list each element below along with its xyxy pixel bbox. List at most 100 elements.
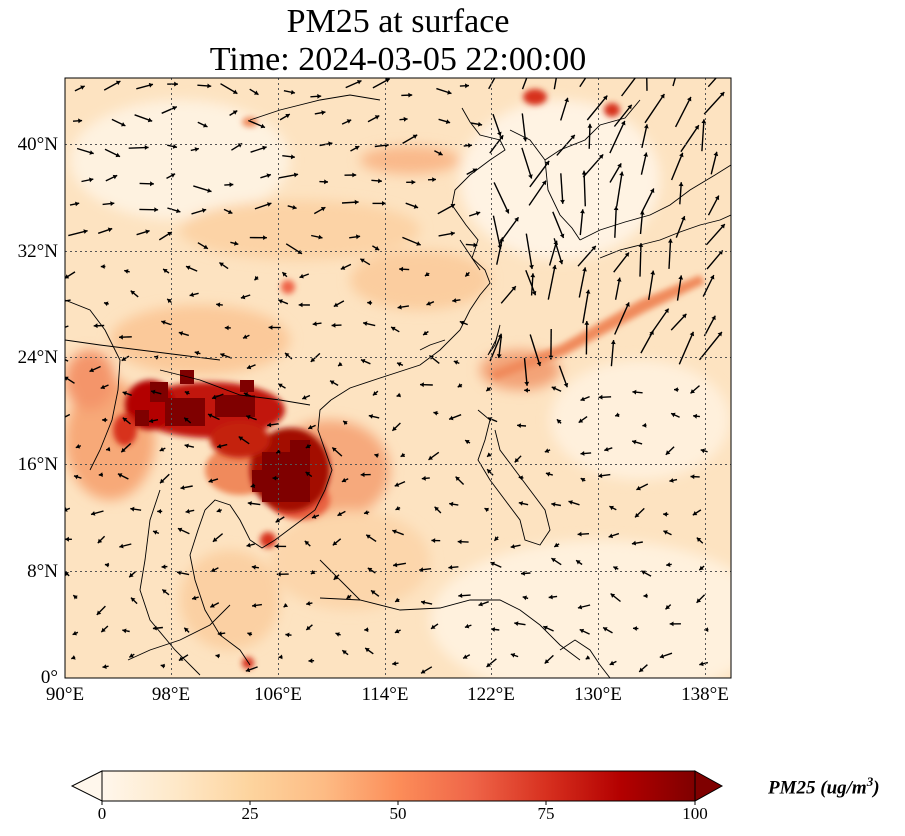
wind-arrow [613,104,633,127]
wind-arrowhead [189,292,194,297]
wind-arrowhead [699,565,704,571]
colorbar-min-extend [70,770,103,802]
wind-arrowhead [580,478,586,483]
wind-arrowhead [692,511,698,516]
wind-arrowhead [89,367,94,373]
wind-arrowhead [283,603,289,608]
wind-arrowhead [148,82,153,88]
wind-arrow [577,245,597,267]
wind-arrowhead [394,628,400,634]
wind-arrowhead [357,80,362,85]
wind-arrowhead [292,205,297,210]
wind-arrow [640,330,655,354]
wind-arrowhead [621,120,626,126]
wind-arrowhead [338,361,343,366]
wind-arrow [672,78,677,87]
wind-arrowhead [603,95,608,101]
wind-arrow [560,173,564,204]
wind-arrowhead [207,188,212,193]
wind-arrowhead [530,273,536,278]
wind-arrowhead [254,275,259,281]
wind-arrowhead [374,453,379,458]
wind-arrowhead [639,210,645,215]
wind-arrowhead [160,478,165,484]
wind-arrowhead [194,147,199,152]
wind-arrow [616,171,623,207]
wind-arrowhead [693,413,698,419]
wind-arrowhead [518,475,523,481]
wind-arrowhead [665,450,671,455]
wind-arrowhead [245,667,251,673]
wind-arrowhead [638,243,644,247]
wind-arrowhead [486,662,491,667]
wind-arrowhead [80,85,85,90]
lat-tick-label: 8°N [27,561,58,582]
wind-arrowhead [305,443,311,449]
wind-arrowhead [360,258,365,263]
wind-arrowhead [57,327,61,332]
wind-arrowhead [679,152,684,158]
wind-arrowhead [659,653,665,659]
lat-tick-label: 40°N [17,134,58,155]
wind-arrowhead [719,70,723,75]
wind-arrow [586,95,608,121]
wind-arrowhead [115,152,120,158]
wind-arrowhead [689,331,695,337]
wind-arrowhead [699,661,704,667]
wind-arrow [613,252,630,273]
wind-arrow [610,340,615,367]
wind-arrowhead [278,383,283,388]
wind-arrowhead [587,123,593,128]
wind-arrowhead [203,244,208,249]
wind-arrowhead [490,561,495,567]
wind-arrow [578,267,586,298]
colorbar-tick-label: 50 [389,804,407,823]
wind-arrowhead [247,501,252,506]
wind-arrowhead [696,537,702,542]
wind-arrowhead [341,477,347,483]
wind-arrowhead [580,451,585,456]
wind-arrowhead [75,444,81,449]
lat-tick-label: 32°N [17,241,58,262]
wind-arrowhead [177,527,183,533]
wind-arrowhead [254,90,259,95]
wind-arrowhead [450,231,455,236]
wind-arrowhead [717,332,722,337]
lon-tick-label: 130°E [574,684,622,705]
wind-arrowhead [682,313,687,319]
wind-arrowhead [216,302,221,308]
wind-arrowhead [346,119,352,124]
wind-arrowhead [613,206,619,211]
wind-arrowhead [431,538,436,543]
wind-arrowhead [531,290,537,296]
wind-arrowhead [696,598,701,603]
wind-arrow [523,358,528,386]
wind-arrowhead [609,660,615,666]
wind-arrowhead [121,122,126,127]
wind-arrowhead [610,340,616,345]
wind-arrowhead [207,83,212,89]
wind-arrowhead [604,447,609,452]
lon-tick-label: 114°E [361,684,409,705]
wind-arrowhead [431,624,436,629]
wind-vectors [57,70,726,674]
wind-arrowhead [499,237,505,242]
wind-arrowhead [145,229,150,235]
coastlines [65,94,731,678]
wind-arrowhead [510,544,515,549]
wind-arrowhead [704,627,709,632]
wind-arrowhead [178,331,184,336]
wind-arrowhead [510,653,516,658]
wind-arrow [579,209,584,236]
wind-arrowhead [267,422,272,428]
wind-arrowhead [330,380,335,385]
wind-arrowhead [585,289,591,294]
wind-arrowhead [192,595,197,601]
wind-arrowhead [486,386,491,392]
wind-arrowhead [603,627,608,632]
wind-arrowhead [234,241,239,246]
wind-arrowhead [208,478,213,483]
wind-arrowhead [690,389,695,394]
wind-arrowhead [478,601,483,607]
wind-arrowhead [416,241,421,246]
